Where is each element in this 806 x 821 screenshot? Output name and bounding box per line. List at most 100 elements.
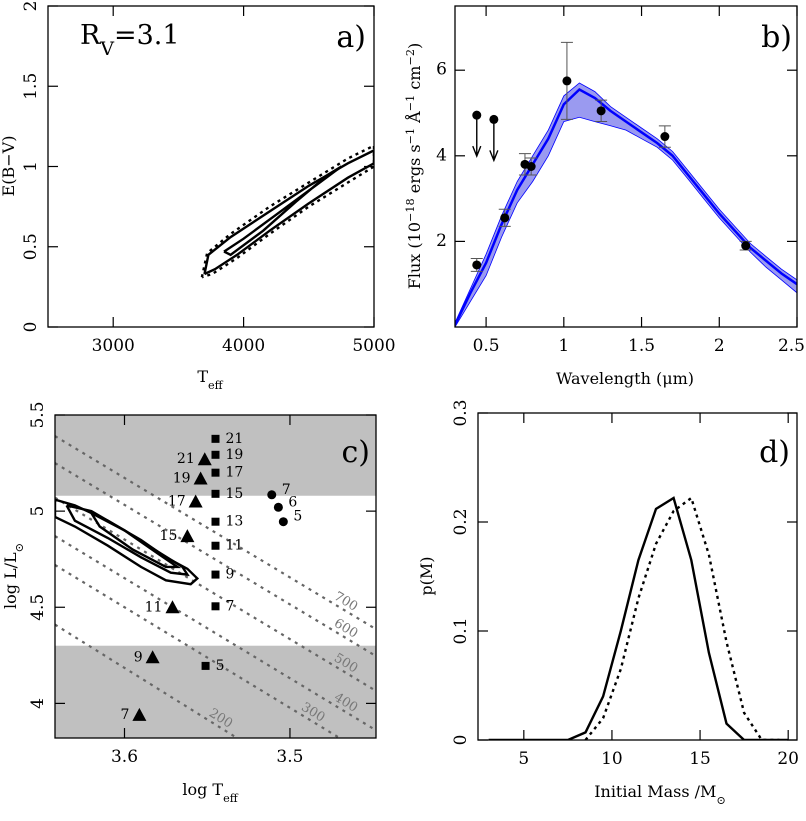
y-tick-label: 6 bbox=[436, 60, 447, 80]
annotation: b) bbox=[761, 20, 792, 55]
square-marker bbox=[211, 541, 220, 550]
x-tick-label: 5000 bbox=[352, 336, 395, 356]
y-axis-label-part: ) bbox=[405, 43, 424, 49]
y-axis-label-part: −1 bbox=[404, 128, 417, 145]
plot-area bbox=[488, 496, 789, 740]
y-tick-label: 4 bbox=[436, 145, 447, 165]
x-tick-label: 1 bbox=[558, 336, 569, 356]
triangle-marker bbox=[193, 471, 208, 485]
x-tick-label: 20 bbox=[777, 749, 799, 769]
square-marker bbox=[211, 450, 220, 459]
y-tick-label: 1 bbox=[21, 161, 41, 172]
plot-frame bbox=[477, 412, 798, 741]
plot-area bbox=[200, 144, 374, 279]
x-axis-label-part: eff bbox=[208, 379, 224, 392]
y-tick-label: 0 bbox=[21, 322, 41, 333]
y-axis-label-part: ⊙ bbox=[13, 543, 26, 552]
point-label: 13 bbox=[226, 514, 244, 530]
point-label: 11 bbox=[226, 538, 244, 554]
model-line bbox=[455, 87, 797, 326]
point-label: 11 bbox=[145, 599, 163, 615]
y-axis-label-part: p(M) bbox=[417, 556, 436, 595]
contour bbox=[90, 512, 182, 569]
x-axis-label: Wavelength (μm) bbox=[556, 369, 694, 388]
curve bbox=[223, 165, 343, 257]
x-tick-label: 15 bbox=[689, 749, 711, 769]
y-axis-label-part: −18 bbox=[404, 198, 417, 222]
y-tick-label: 0 bbox=[451, 735, 471, 746]
x-axis-label-part: T bbox=[197, 367, 208, 386]
triangle-marker bbox=[180, 529, 195, 543]
x-axis-label-part: eff bbox=[223, 792, 239, 805]
x-axis-label: Initial Mass /M⊙ bbox=[594, 782, 726, 807]
track-label: 600 bbox=[331, 616, 360, 642]
square-marker bbox=[201, 661, 210, 670]
y-tick-label: 4.5 bbox=[28, 594, 48, 621]
model-track bbox=[55, 462, 376, 658]
panel: 5 10 15 20 0 0.1 0.2 0.3 bbox=[451, 399, 799, 769]
square-marker bbox=[211, 602, 220, 611]
point-label: 19 bbox=[226, 447, 244, 463]
x-axis-label: log Teff bbox=[182, 780, 238, 805]
y-axis-label-part: Å bbox=[404, 111, 424, 128]
circle-marker bbox=[267, 490, 277, 500]
y-tick-label: 4 bbox=[28, 698, 48, 709]
annotation-part: d) bbox=[759, 435, 790, 470]
model-track bbox=[55, 496, 376, 692]
track-label: 700 bbox=[331, 589, 360, 615]
annotation-part: a) bbox=[336, 20, 366, 55]
triangle-marker bbox=[132, 707, 147, 721]
x-tick-label: 4000 bbox=[222, 336, 265, 356]
y-tick-label: 1.5 bbox=[21, 73, 41, 100]
x-axis-label-part: log T bbox=[182, 780, 223, 799]
annotation-part: V bbox=[99, 38, 114, 60]
point-label: 5 bbox=[293, 509, 302, 525]
data-point bbox=[500, 213, 510, 223]
data-point bbox=[741, 241, 751, 251]
annotation: RV=3.1 bbox=[80, 20, 180, 60]
y-tick-label: 2 bbox=[21, 1, 41, 12]
upper-limit-arrow bbox=[489, 119, 499, 163]
y-tick-label: 5.5 bbox=[28, 401, 48, 428]
annotation: a) bbox=[336, 20, 366, 55]
x-axis-label-part: ⊙ bbox=[716, 794, 725, 807]
plot-area bbox=[455, 82, 797, 327]
point-label: 9 bbox=[134, 649, 143, 665]
model-track bbox=[55, 435, 376, 631]
square-marker bbox=[211, 434, 220, 443]
y-tick-label: 0.1 bbox=[451, 617, 471, 644]
plot-frame bbox=[54, 414, 377, 739]
x-tick-label: 3000 bbox=[92, 336, 135, 356]
x-tick-label: 10 bbox=[601, 749, 623, 769]
point-label: 6 bbox=[288, 494, 297, 510]
triangle-marker bbox=[165, 600, 180, 614]
point-label: 7 bbox=[282, 482, 291, 498]
point-label: 9 bbox=[226, 567, 235, 583]
x-tick-label: 3.6 bbox=[111, 747, 138, 767]
curve bbox=[488, 496, 789, 740]
panel: 200 300 4005006007002119171513119752119171… bbox=[28, 401, 377, 767]
model-band bbox=[455, 82, 797, 327]
curve bbox=[200, 144, 374, 279]
point-label: 17 bbox=[168, 494, 186, 510]
point-label: 7 bbox=[120, 707, 129, 723]
x-axis-label: Teff bbox=[197, 367, 223, 392]
y-axis-label-part: −1 bbox=[404, 95, 417, 112]
upper-limit-arrow bbox=[472, 115, 482, 159]
annotation: c) bbox=[341, 435, 370, 470]
square-marker bbox=[211, 517, 220, 526]
point-label: 21 bbox=[226, 431, 244, 447]
square-marker bbox=[211, 468, 220, 477]
data-point bbox=[526, 162, 536, 171]
point-label: 15 bbox=[226, 486, 244, 502]
point-label: 21 bbox=[177, 451, 195, 467]
curve bbox=[203, 149, 374, 276]
model-track bbox=[55, 623, 238, 738]
annotation-part: R bbox=[80, 20, 101, 51]
y-axis-label: p(M) bbox=[417, 556, 436, 595]
square-marker bbox=[211, 570, 220, 579]
point-label: 17 bbox=[226, 465, 244, 481]
y-axis-label-part: cm bbox=[405, 66, 424, 95]
y-axis-label-part: E(B−V) bbox=[0, 136, 18, 197]
